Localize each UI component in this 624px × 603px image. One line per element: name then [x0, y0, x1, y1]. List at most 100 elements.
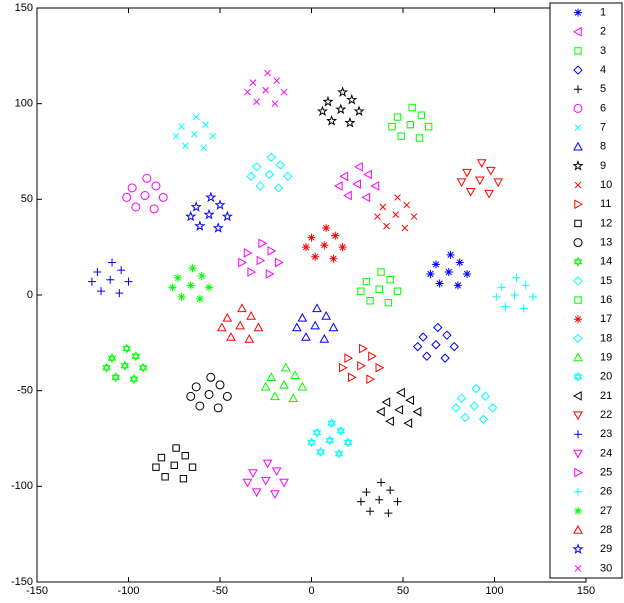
point — [188, 264, 197, 273]
point — [366, 374, 376, 385]
legend-label: 27 — [600, 505, 612, 517]
point — [288, 393, 299, 403]
legend-marker — [573, 141, 583, 151]
legend-marker — [572, 391, 582, 401]
point — [117, 266, 126, 275]
point — [471, 384, 481, 394]
point — [393, 113, 402, 121]
point — [247, 267, 257, 277]
point — [262, 459, 273, 469]
point — [188, 463, 197, 471]
point — [106, 275, 115, 284]
point — [251, 488, 262, 498]
point — [242, 478, 253, 488]
point — [290, 370, 300, 380]
point — [253, 98, 260, 106]
point — [320, 241, 329, 250]
point — [344, 353, 354, 363]
point — [412, 406, 422, 417]
point — [131, 202, 141, 212]
point — [177, 292, 186, 301]
legend-marker — [572, 26, 582, 37]
point — [356, 497, 365, 506]
point — [181, 452, 189, 460]
point — [512, 273, 521, 282]
point — [138, 362, 148, 373]
point — [204, 390, 214, 399]
point — [281, 362, 291, 372]
point — [480, 391, 491, 402]
point — [449, 341, 459, 352]
point — [386, 486, 395, 495]
legend-marker — [574, 506, 582, 515]
point — [221, 210, 233, 222]
point — [362, 488, 371, 497]
point — [410, 213, 418, 220]
point — [256, 255, 266, 266]
point — [292, 322, 302, 332]
point — [258, 238, 268, 249]
point — [275, 160, 286, 170]
point — [326, 115, 338, 126]
point — [363, 169, 372, 180]
legend-marker — [573, 449, 583, 459]
x-tick-label: 100 — [485, 585, 503, 597]
point — [385, 416, 394, 427]
legend-label: 12 — [600, 217, 612, 229]
legend-label: 17 — [600, 313, 612, 325]
point — [521, 281, 530, 290]
point — [322, 95, 334, 107]
point — [327, 418, 336, 429]
point — [297, 381, 308, 391]
legend-marker — [573, 352, 583, 362]
point — [362, 277, 371, 286]
point — [431, 340, 441, 350]
point — [93, 268, 102, 277]
point — [370, 181, 380, 191]
legend-marker — [574, 430, 582, 439]
point — [415, 134, 424, 142]
point — [329, 254, 338, 263]
legend-label: 10 — [600, 179, 612, 191]
point — [190, 201, 202, 212]
point — [301, 332, 311, 341]
point — [485, 166, 496, 176]
point — [394, 194, 401, 201]
legend-marker — [574, 8, 582, 17]
point — [216, 322, 227, 332]
legend: 1234567891011121314151617181920212223242… — [549, 2, 623, 579]
point — [273, 77, 281, 85]
point — [501, 302, 510, 311]
point — [359, 343, 368, 354]
point — [158, 192, 168, 202]
point — [381, 397, 391, 407]
legend-label: 4 — [600, 64, 606, 76]
point — [375, 495, 384, 504]
point — [336, 425, 346, 436]
point — [444, 268, 453, 277]
point — [310, 320, 321, 330]
point — [267, 246, 277, 256]
point — [497, 283, 506, 292]
point — [191, 130, 198, 138]
point — [510, 291, 519, 299]
point — [333, 181, 343, 191]
legend-label: 24 — [600, 447, 612, 459]
point — [170, 461, 178, 469]
legend-label: 21 — [600, 390, 612, 402]
point — [238, 257, 247, 268]
point — [405, 395, 415, 406]
point — [124, 277, 133, 286]
point — [246, 311, 256, 320]
point — [484, 189, 494, 199]
point — [191, 382, 201, 392]
x-tick-label: -50 — [212, 585, 228, 597]
point — [344, 116, 356, 128]
point — [152, 463, 160, 471]
point — [476, 159, 487, 169]
y-tick-label: 100 — [15, 98, 33, 110]
legend-label: 5 — [600, 83, 606, 95]
point — [375, 362, 385, 373]
point — [202, 121, 209, 129]
point — [127, 183, 137, 193]
